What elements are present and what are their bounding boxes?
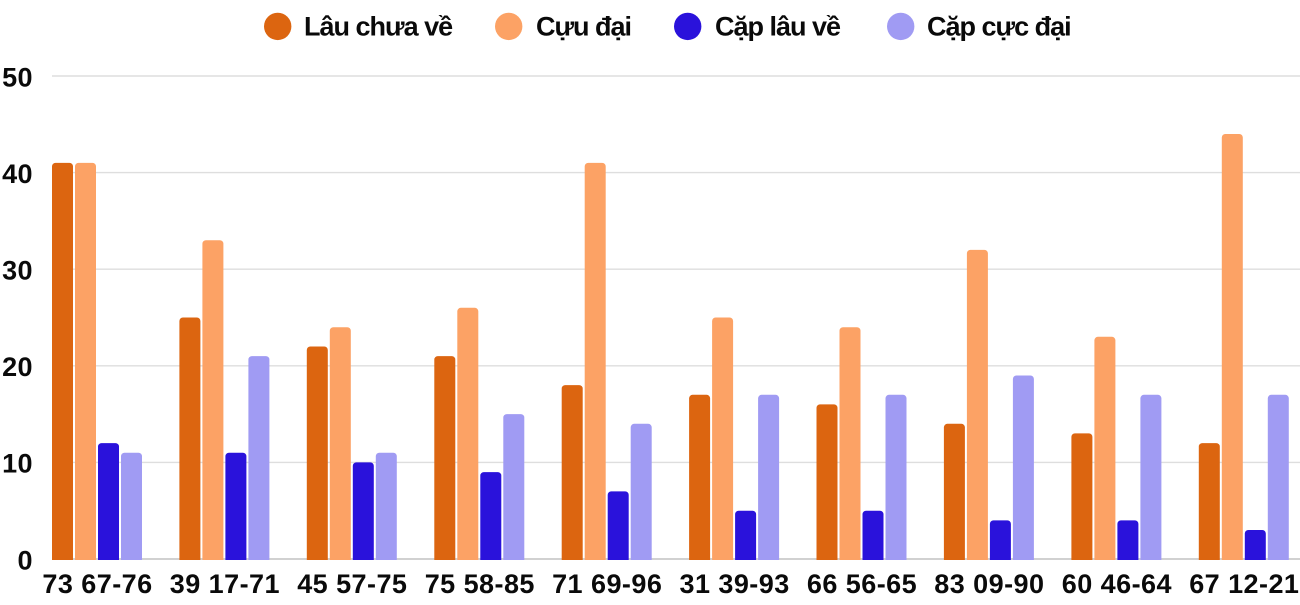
svg-text:30: 30 (2, 256, 33, 286)
svg-text:Cựu đại: Cựu đại (536, 12, 631, 42)
svg-text:Cặp lâu về: Cặp lâu về (715, 12, 841, 42)
svg-text:40: 40 (2, 159, 33, 189)
svg-text:71 69-96: 71 69-96 (552, 569, 662, 599)
svg-text:67 12-21: 67 12-21 (1189, 569, 1299, 599)
svg-text:45 57-75: 45 57-75 (297, 569, 407, 599)
svg-text:31 39-93: 31 39-93 (679, 569, 789, 599)
svg-text:20: 20 (2, 352, 33, 382)
svg-text:83 09-90: 83 09-90 (934, 569, 1044, 599)
svg-text:60 46-64: 60 46-64 (1062, 569, 1172, 599)
svg-text:75 58-85: 75 58-85 (425, 569, 535, 599)
svg-text:39 17-71: 39 17-71 (170, 569, 280, 599)
svg-text:Cặp cực đại: Cặp cực đại (927, 12, 1071, 42)
svg-text:50: 50 (2, 62, 33, 92)
svg-text:10: 10 (2, 449, 33, 479)
svg-text:0: 0 (18, 545, 33, 575)
svg-text:73 67-76: 73 67-76 (42, 569, 152, 599)
svg-text:Lâu chưa về: Lâu chưa về (304, 12, 453, 42)
svg-text:66 56-65: 66 56-65 (807, 569, 917, 599)
